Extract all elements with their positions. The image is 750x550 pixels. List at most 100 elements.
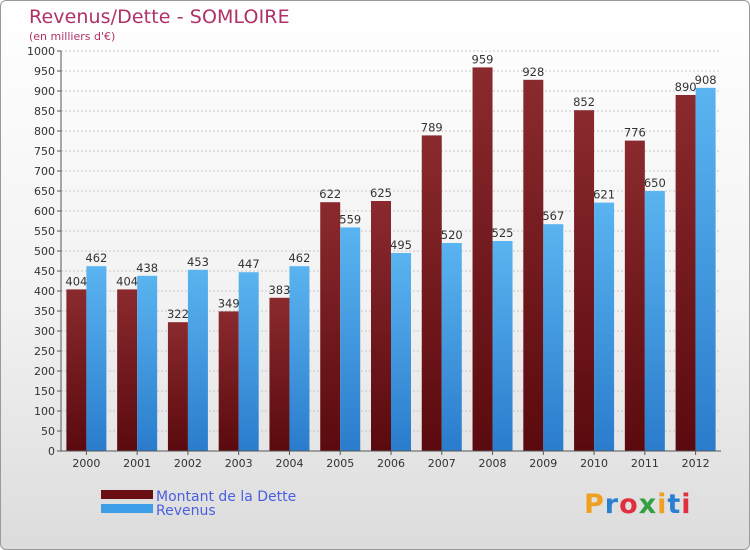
bar-revenus (340, 227, 361, 451)
data-label-dette: 349 (218, 296, 240, 310)
y-tick-label: 650 (34, 185, 55, 198)
data-label-dette: 404 (65, 274, 87, 288)
legend: Montant de la Dette Revenus (101, 489, 296, 519)
bar-revenus (695, 87, 716, 452)
y-tick-label: 100 (34, 405, 55, 418)
bar-revenus (86, 266, 107, 451)
y-tick-label: 350 (34, 305, 55, 318)
y-tick-label: 200 (34, 365, 55, 378)
y-tick-label: 800 (34, 125, 55, 138)
bar-revenus (492, 241, 513, 451)
legend-label-revenus: Revenus (156, 503, 216, 519)
bar-revenus (644, 191, 665, 451)
data-label-revenus: 908 (695, 73, 717, 87)
bar-dette (574, 110, 595, 451)
x-tick-label: 2004 (275, 457, 303, 470)
y-tick-label: 150 (34, 385, 55, 398)
x-tick-label: 2007 (428, 457, 456, 470)
data-label-dette: 890 (675, 80, 697, 94)
logo-letter: o (619, 489, 639, 520)
y-tick-label: 750 (34, 145, 55, 158)
x-tick-label: 2011 (631, 457, 659, 470)
data-label-revenus: 495 (390, 238, 412, 252)
logo-letter: r (604, 489, 620, 520)
data-label-dette: 959 (472, 52, 494, 66)
data-label-revenus: 621 (593, 188, 615, 202)
bar-dette (218, 311, 239, 451)
x-tick-label: 2008 (479, 457, 507, 470)
bars (66, 67, 716, 452)
data-label-revenus: 462 (288, 251, 310, 265)
axes: 0 50 100 150 200 250 300 350 400 450 500 550 600 650 7… (27, 45, 721, 470)
bar-revenus (391, 253, 411, 451)
bar-revenus (594, 202, 615, 451)
data-label-revenus: 567 (542, 209, 564, 223)
x-tick-label: 2012 (682, 457, 710, 470)
bar-dette (421, 135, 442, 451)
data-label-revenus: 650 (644, 176, 666, 190)
y-tick-label: 500 (34, 245, 55, 258)
x-tick-label: 2010 (580, 457, 608, 470)
bar-revenus (137, 275, 158, 451)
data-label-dette: 776 (624, 126, 646, 140)
data-label-revenus: 462 (85, 251, 107, 265)
chart-subtitle: (en milliers d'€) (29, 30, 116, 43)
logo-letter: t (667, 489, 682, 520)
y-tick-label: 450 (34, 265, 55, 278)
y-tick-label: 250 (34, 345, 55, 358)
x-tick-label: 2000 (72, 457, 100, 470)
bar-dette (624, 140, 645, 451)
proxiti-logo: Proxiti (584, 489, 692, 520)
data-label-dette: 625 (370, 186, 392, 200)
bar-dette (523, 79, 544, 452)
x-tick-label: 2006 (377, 457, 405, 470)
y-tick-label: 0 (48, 445, 55, 458)
logo-letter: P (584, 489, 605, 520)
y-tick-label: 850 (34, 105, 55, 118)
bar-dette (167, 322, 188, 451)
legend-label-debt: Montant de la Dette (156, 489, 296, 505)
bar-dette (269, 297, 290, 451)
bar-dette (117, 289, 138, 451)
y-tick-label: 700 (34, 165, 55, 178)
bar-dette (675, 95, 696, 451)
data-label-dette: 622 (319, 187, 341, 201)
legend-swatch-revenus (101, 504, 153, 513)
x-tick-label: 2003 (225, 457, 253, 470)
bar-revenus (238, 272, 259, 451)
x-tick-label: 2009 (529, 457, 557, 470)
data-label-dette: 789 (421, 120, 443, 134)
y-tick-label: 600 (34, 205, 55, 218)
y-tick-label: 550 (34, 225, 55, 238)
y-tick-label: 1000 (27, 45, 55, 58)
y-tick-label: 950 (34, 65, 55, 78)
data-label-revenus: 438 (136, 261, 158, 275)
data-label-revenus: 447 (238, 257, 260, 271)
logo-letter: i (681, 489, 692, 520)
data-label-dette: 383 (268, 283, 290, 297)
data-label-dette: 404 (116, 274, 138, 288)
y-tick-label: 50 (41, 425, 55, 438)
data-label-dette: 928 (522, 65, 544, 79)
x-tick-label: 2001 (123, 457, 151, 470)
y-tick-label: 900 (34, 85, 55, 98)
bar-revenus (187, 269, 208, 451)
chart-title: Revenus/Dette - SOMLOIRE (29, 6, 290, 28)
data-label-dette: 322 (167, 307, 189, 321)
data-label-dette: 852 (573, 95, 595, 109)
legend-swatch-debt (101, 490, 153, 499)
data-label-revenus: 559 (339, 212, 361, 226)
bar-dette (371, 201, 391, 451)
bar-revenus (441, 243, 462, 451)
bar-revenus (289, 266, 310, 451)
y-tick-label: 300 (34, 325, 55, 338)
x-tick-label: 2002 (174, 457, 202, 470)
x-tick-label: 2005 (326, 457, 354, 470)
bar-dette (320, 202, 341, 451)
logo-letter: x (638, 489, 658, 520)
data-label-revenus: 453 (187, 255, 209, 269)
logo-letter: i (657, 489, 668, 520)
y-tick-label: 400 (34, 285, 55, 298)
